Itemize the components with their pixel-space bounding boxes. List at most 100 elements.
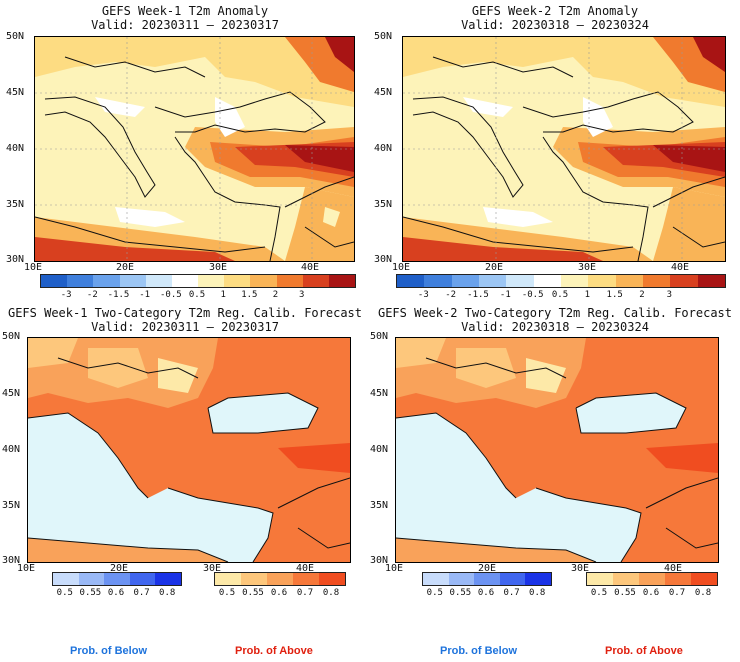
colorbar-tick-label: 0.5 <box>426 588 443 598</box>
colorbar-tick-label: 0.5 <box>188 290 206 300</box>
colorbar-swatch <box>615 275 643 287</box>
colorbar-swatch <box>397 275 425 287</box>
colorbar-tick-label: 0.55 <box>449 588 472 598</box>
colorbar-swatch <box>224 275 251 287</box>
colorbar-swatch <box>697 275 725 287</box>
colorbar-swatch <box>93 275 120 287</box>
panel-valid: Valid: 20230311 – 20230317 <box>91 320 279 334</box>
colorbar-tick-label: -3 <box>417 290 429 300</box>
colorbar-swatch <box>691 573 717 585</box>
caption-prob-above: Prob. of Above <box>235 645 313 657</box>
colorbar-tick-label: 0.5 <box>551 290 569 300</box>
colorbar-swatch <box>328 275 356 287</box>
panel-valid: Valid: 20230318 – 20230324 <box>461 320 649 334</box>
colorbar-tick-label: -2 <box>86 290 98 300</box>
panel-week2-anomaly: GEFS Week-2 T2m Anomaly Valid: 20230318 … <box>370 0 740 300</box>
colorbar-swatch <box>293 573 319 585</box>
colorbar-swatch <box>319 573 345 585</box>
lat-label-30n: 30N <box>374 254 393 265</box>
lat-label-35n: 35N <box>2 500 21 511</box>
below-colorbar <box>422 572 552 586</box>
anomaly-field <box>35 37 354 261</box>
colorbar-tick-label: 1.5 <box>241 290 258 300</box>
map-week2-prob <box>395 337 719 563</box>
lat-label-40n: 40N <box>6 143 25 154</box>
colorbar-swatch <box>104 573 130 585</box>
colorbar-swatch <box>642 275 671 287</box>
lat-label-30n: 30N <box>2 555 21 566</box>
colorbar-swatch <box>276 275 303 287</box>
caption-prob-below: Prob. of Below <box>440 645 517 657</box>
lon-label-40e: 40E <box>671 262 690 273</box>
lat-label-40n: 40N <box>2 444 21 455</box>
colorbar-tick-label: 0.8 <box>159 588 176 598</box>
lat-label-45n: 45N <box>6 87 25 98</box>
panel-title: GEFS Week-2 Two-Category T2m Reg. Calib.… <box>377 306 732 320</box>
lon-label-20e: 20E <box>110 563 129 574</box>
lon-label-40e: 40E <box>664 563 683 574</box>
colorbar-tick-label: -1.5 <box>467 290 489 300</box>
lon-label-10e: 10E <box>24 262 43 273</box>
lon-label-10e: 10E <box>392 262 411 273</box>
colorbar-tick-label: 0.8 <box>322 588 340 598</box>
below-colorbar <box>52 572 182 586</box>
lat-label-35n: 35N <box>374 199 393 210</box>
lat-label-30n: 30N <box>370 555 389 566</box>
lon-label-20e: 20E <box>485 262 504 273</box>
colorbar-swatch <box>474 573 500 585</box>
anomaly-colorbar <box>40 274 356 288</box>
colorbar-tick-label: 0.55 <box>614 588 636 598</box>
lat-label-50n: 50N <box>370 331 389 342</box>
caption-prob-above: Prob. of Above <box>605 645 683 657</box>
above-colorbar <box>586 572 718 586</box>
anomaly-colorbar <box>396 274 726 288</box>
colorbar-swatch <box>639 573 665 585</box>
panel-week1-anomaly: GEFS Week-1 T2m Anomaly Valid: 20230311 … <box>0 0 370 300</box>
colorbar-tick-label: 0.6 <box>107 588 125 598</box>
panel-title: GEFS Week-1 Two-Category T2m Reg. Calib.… <box>7 306 362 320</box>
colorbar-tick-label: 0.7 <box>133 588 150 598</box>
lat-label-40n: 40N <box>374 143 393 154</box>
colorbar-swatch <box>250 275 277 287</box>
lat-label-45n: 45N <box>2 388 21 399</box>
colorbar-tick-label: -1 <box>139 290 151 300</box>
colorbar-tick-label: 0.8 <box>529 588 546 598</box>
anomaly-field <box>403 37 725 261</box>
lon-label-10e: 10E <box>17 563 36 574</box>
lat-label-45n: 45N <box>370 388 389 399</box>
colorbar-tick-label: 3 <box>298 290 305 300</box>
lon-label-20e: 20E <box>116 262 135 273</box>
lon-label-40e: 40E <box>301 262 320 273</box>
colorbar-tick-label: -0.5 <box>521 290 544 300</box>
panel-valid: Valid: 20230318 – 20230324 <box>461 18 649 32</box>
colorbar-tick-label: 0.5 <box>56 588 73 598</box>
colorbar-swatch <box>41 275 68 287</box>
colorbar-tick-label: 3 <box>666 290 673 300</box>
colorbar-swatch <box>78 573 105 585</box>
colorbar-tick-label: 1.5 <box>606 290 623 300</box>
colorbar-tick-label: -1.5 <box>107 290 130 300</box>
lat-label-40n: 40N <box>370 444 389 455</box>
colorbar-tick-label: -0.5 <box>159 290 182 300</box>
colorbar-swatch <box>241 573 267 585</box>
lon-label-40e: 40E <box>296 563 315 574</box>
colorbar-tick-label: 0.55 <box>242 588 264 598</box>
colorbar-tick-label: 1 <box>220 290 226 300</box>
colorbar-swatch <box>587 573 613 585</box>
caption-prob-below: Prob. of Below <box>70 645 147 657</box>
colorbar-tick-label: 2 <box>272 290 279 300</box>
colorbar-swatch <box>215 573 241 585</box>
colorbar-tick-label: 0.8 <box>694 588 712 598</box>
colorbar-swatch <box>145 275 172 287</box>
panel-title: GEFS Week-1 T2m Anomaly <box>101 4 269 18</box>
panel-title: GEFS Week-2 T2m Anomaly <box>471 4 639 18</box>
lon-label-30e: 30E <box>203 563 222 574</box>
colorbar-tick-label: 0.55 <box>79 588 102 598</box>
probability-field <box>28 338 350 562</box>
above-colorbar <box>214 572 346 586</box>
colorbar-swatch <box>588 275 616 287</box>
colorbar-swatch <box>67 275 94 287</box>
colorbar-swatch <box>525 573 551 585</box>
colorbar-swatch <box>506 275 534 287</box>
lon-label-20e: 20E <box>478 563 497 574</box>
